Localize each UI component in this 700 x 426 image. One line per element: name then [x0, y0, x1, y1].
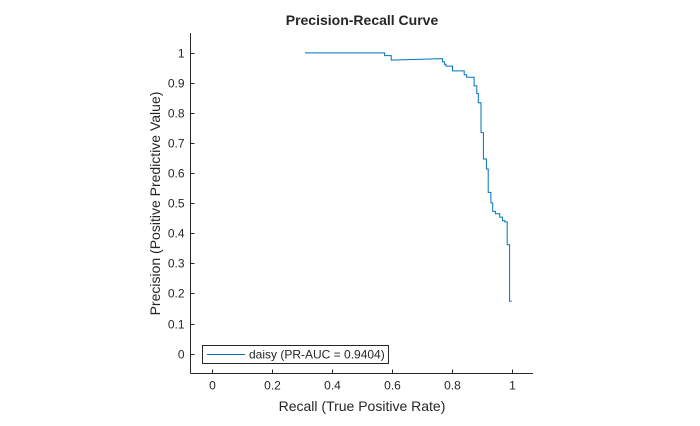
y-axis-label: Precision (Positive Predictive Value): [147, 92, 163, 316]
x-tick-label: 0.4: [324, 379, 341, 393]
y-tick-label: 1: [178, 47, 185, 61]
y-tick-label: 0.8: [168, 107, 185, 121]
series-layer: [305, 52, 512, 302]
x-tick-label: 0: [209, 379, 216, 393]
y-tick-label: 0.2: [168, 287, 185, 301]
y-tick-label: 0.3: [168, 257, 185, 271]
pr-curve-line: [305, 52, 512, 302]
x-tick-label: 0.2: [264, 379, 281, 393]
x-tick-label: 1: [509, 379, 516, 393]
y-tick-label: 0.9: [168, 77, 185, 91]
chart-title: Precision-Recall Curve: [286, 12, 439, 28]
y-tick-label: 0.5: [168, 197, 185, 211]
legend-label: daisy (PR-AUC = 0.9404): [249, 348, 385, 362]
y-tick-label: 0: [178, 348, 185, 362]
legend: daisy (PR-AUC = 0.9404): [202, 345, 389, 364]
y-tick-label: 0.6: [168, 167, 185, 181]
x-tick-label: 0.8: [444, 379, 461, 393]
x-axis-label: Recall (True Positive Rate): [279, 398, 446, 414]
y-tick-label: 0.7: [168, 137, 185, 151]
axes: 0 0.2 0.4 0.6 0.8 1 0 0.1 0.2 0.3 0.4 0.5 0.6 0.7 0.8 0…: [168, 33, 533, 393]
y-tick-label: 0.4: [168, 227, 185, 241]
x-tick-label: 0.6: [384, 379, 401, 393]
legend-box: [202, 345, 389, 364]
y-tick-label: 0.1: [168, 318, 185, 332]
